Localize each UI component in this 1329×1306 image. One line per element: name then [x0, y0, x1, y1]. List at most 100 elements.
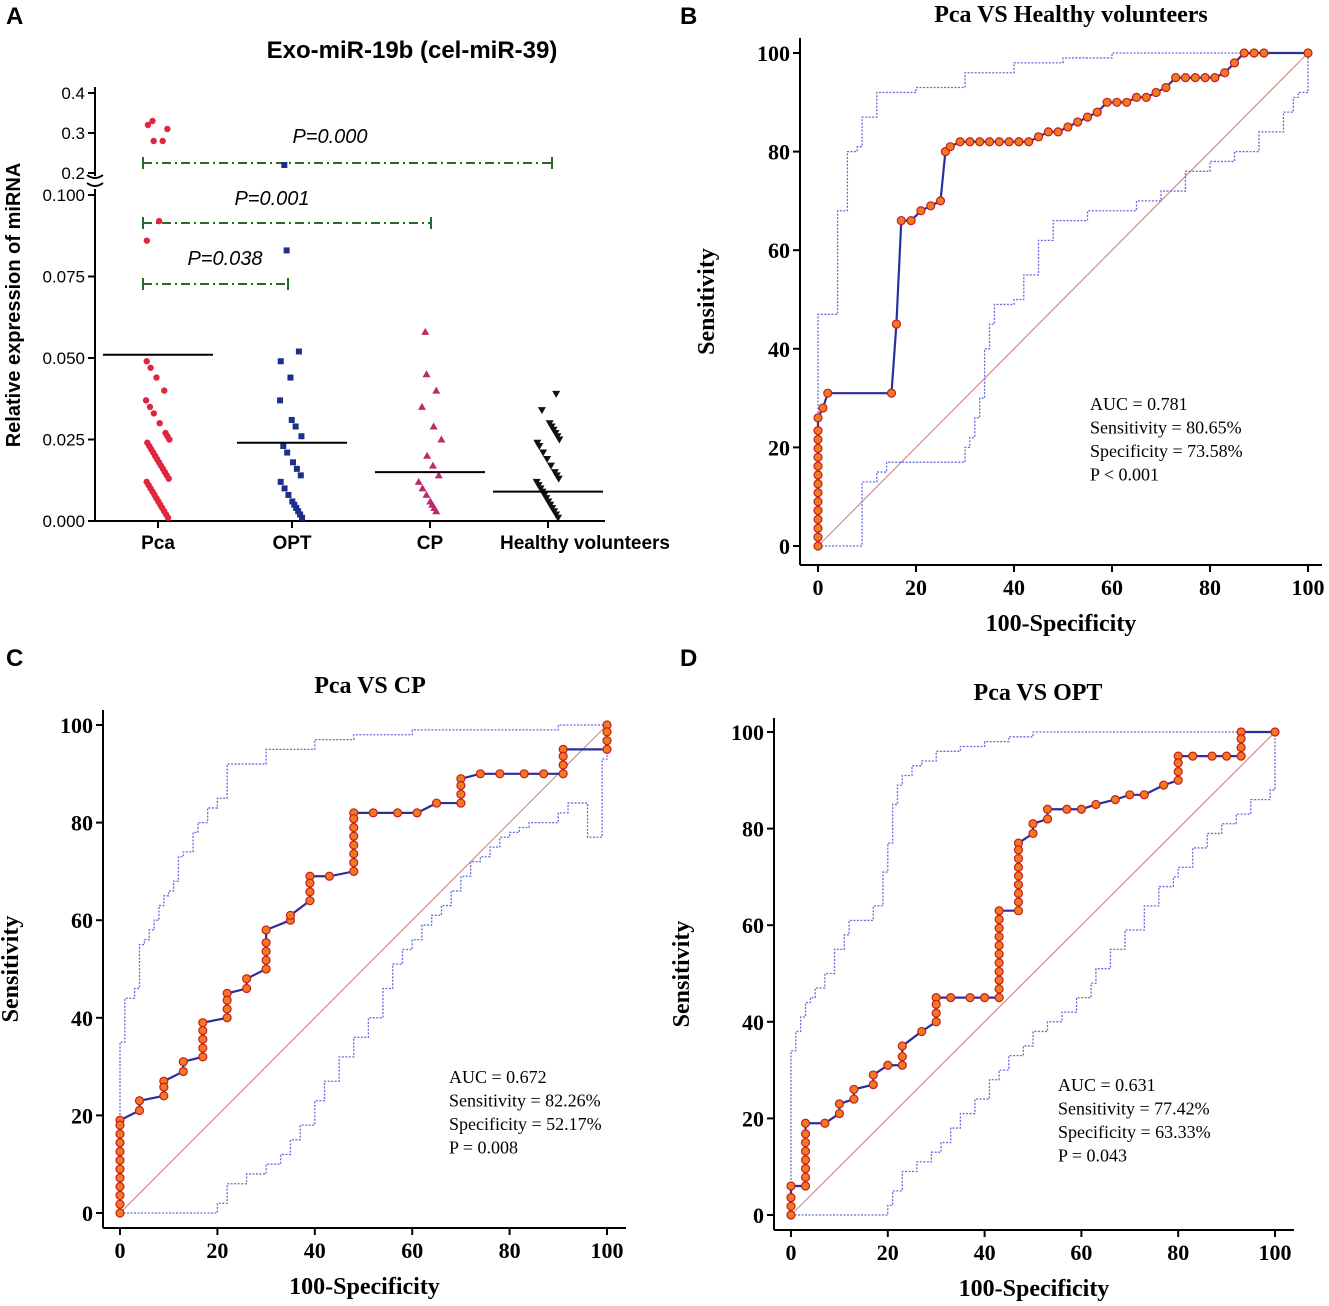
roc-point [1053, 127, 1063, 137]
y-tick-label: 80 [768, 140, 790, 165]
data-point-cp [432, 386, 441, 394]
roc-point [931, 1017, 941, 1027]
roc-point [115, 1120, 125, 1130]
x-tick-label: 20 [206, 1238, 228, 1263]
roc-curve [816, 51, 1308, 546]
roc-point [1014, 137, 1024, 147]
y-tick-label: 100 [731, 720, 764, 745]
roc-point [813, 514, 823, 524]
y-tick-label: 0.025 [42, 431, 85, 450]
panel-letter-d: D [680, 645, 697, 672]
ci-lower-line [818, 53, 1309, 547]
roc-point [412, 808, 422, 818]
roc-point [1028, 819, 1038, 829]
roc-stat-text: Sensitivity = 77.42% [1058, 1099, 1210, 1119]
x-axis-label: 100-Specificity [959, 1276, 1110, 1302]
roc-point [198, 1018, 208, 1028]
roc-point [602, 736, 612, 746]
x-tick-label: 100 [591, 1238, 624, 1263]
roc-point [1151, 87, 1161, 98]
roc-point [994, 940, 1004, 951]
roc-point [115, 1208, 125, 1218]
roc-stat-text: Specificity = 52.17% [449, 1114, 602, 1134]
roc-stat-text: P = 0.043 [1058, 1146, 1127, 1166]
x-tick-label: 60 [1101, 575, 1123, 600]
data-point-opt [293, 465, 300, 472]
x-category-label: Pca [141, 533, 175, 554]
roc-point [1028, 828, 1038, 839]
roc-point [883, 1060, 893, 1070]
roc-point [886, 388, 897, 398]
roc-point [1013, 880, 1024, 890]
x-category-label: CP [417, 533, 444, 554]
roc-point [1236, 742, 1246, 753]
roc-point [1303, 48, 1313, 58]
panel-a-title: Exo-miR-19b (cel-miR-39) [267, 37, 558, 64]
data-point-pca [150, 137, 157, 145]
roc-point [813, 443, 823, 453]
roc-point [115, 1164, 125, 1174]
roc-stat-text: AUC = 0.672 [449, 1067, 547, 1087]
roc-point [820, 1118, 830, 1128]
roc-point [1210, 73, 1220, 83]
roc-point [178, 1057, 188, 1067]
roc-point [1125, 790, 1135, 800]
roc-point [994, 993, 1004, 1003]
roc-point [1091, 799, 1101, 810]
roc-point [1173, 758, 1183, 768]
roc-point [800, 1164, 811, 1174]
roc-point [1013, 845, 1024, 855]
data-point-opt [287, 374, 294, 381]
roc-title: Pca VS CP [314, 673, 426, 699]
x-category-label: OPT [272, 533, 311, 554]
roc-point [1131, 92, 1142, 102]
roc-point [1220, 68, 1230, 78]
roc-point [834, 1108, 845, 1119]
roc-point [1110, 795, 1120, 805]
roc-point [1033, 132, 1044, 142]
roc-point [994, 906, 1004, 916]
data-point-opt [285, 491, 292, 498]
roc-point [539, 769, 549, 779]
roc-point [1141, 92, 1151, 102]
roc-point [495, 769, 505, 779]
roc-point [1180, 73, 1191, 83]
roc-point [222, 1013, 232, 1023]
roc-point [1161, 82, 1171, 93]
roc-point [1076, 804, 1087, 814]
roc-point [558, 751, 568, 761]
roc-point [456, 789, 466, 799]
roc-point [115, 1146, 125, 1157]
data-point-cp [423, 451, 432, 459]
panel-b-plot: Pca VS Healthy volunteers 0 20 40 60 80 100 0 20… [694, 2, 1325, 637]
data-point-pca [149, 117, 156, 125]
roc-point [1190, 73, 1200, 83]
panel-c-plot: Pca VS CP 0 20 40 60 80 100 0 20 40 60 80 100 100-Spe… [0, 673, 626, 1300]
data-point-pca [164, 514, 172, 521]
data-point-healthy [539, 449, 548, 457]
roc-point [975, 137, 985, 147]
data-point-cp [429, 422, 438, 430]
roc-point [994, 975, 1004, 985]
data-point-pca [144, 121, 152, 129]
roc-point [834, 1099, 845, 1109]
roc-point [813, 541, 823, 551]
data-point-opt [277, 397, 284, 404]
roc-point [800, 1129, 811, 1139]
roc-point [994, 949, 1004, 959]
panel-letter-c: C [6, 645, 23, 672]
roc-point [849, 1084, 859, 1095]
roc-point [786, 1193, 796, 1203]
data-point-opt [292, 423, 299, 430]
data-point-pca [150, 410, 158, 417]
p-value-label: P=0.000 [292, 126, 367, 148]
roc-point [349, 849, 359, 859]
roc-point [945, 142, 955, 152]
roc-point [305, 887, 315, 897]
data-point-opt [298, 433, 305, 440]
roc-point [198, 1043, 208, 1053]
roc-point [1062, 804, 1072, 814]
roc-title: Pca VS Healthy volunteers [934, 2, 1208, 28]
roc-point [897, 1041, 907, 1051]
roc-point [1188, 751, 1198, 761]
